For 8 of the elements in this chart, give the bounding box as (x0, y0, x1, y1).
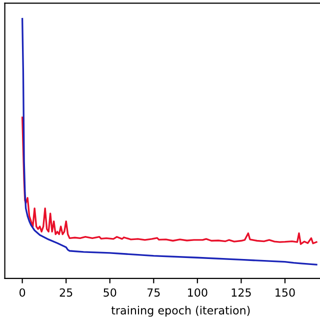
x-tick-label: 75 (147, 288, 160, 297)
x-tick-label: 100 (188, 288, 208, 297)
x-tick-label: 50 (104, 288, 116, 297)
x-tick-label: 25 (60, 288, 72, 297)
x-tick-label: 0 (20, 288, 26, 297)
x-tick-label: 125 (232, 288, 251, 297)
x-axis-title: training epoch (iteration) (111, 306, 250, 317)
x-tick-label: 150 (276, 288, 295, 297)
